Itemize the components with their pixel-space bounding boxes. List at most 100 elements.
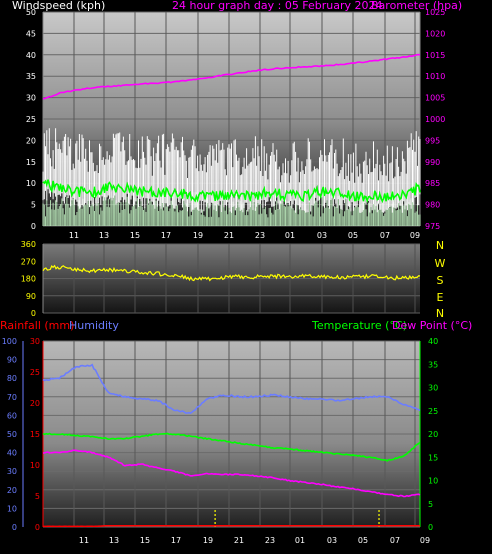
time-tick: 17 (161, 231, 171, 240)
compass-label: S (437, 274, 444, 287)
rain-tick: 5 (35, 492, 40, 501)
temperature-tick: 20 (428, 430, 438, 439)
climate-chart-grid (43, 340, 420, 528)
time-tick: 01 (295, 536, 305, 545)
rain-tick: 25 (30, 368, 40, 377)
gust-series (42, 128, 421, 213)
direction-tick: 270 (21, 257, 36, 266)
time-tick: 05 (348, 231, 358, 240)
temperature-tick: 5 (428, 500, 433, 509)
temperature-axis-title: Temperature (°C) (311, 319, 407, 332)
temperature-tick: 35 (428, 360, 438, 369)
windspeed-tick: 10 (26, 179, 36, 188)
wind-direction-series (42, 264, 421, 282)
dew-point-series (42, 449, 421, 498)
humidity-axis-title: Humidity (69, 319, 119, 332)
time-tick: 23 (265, 536, 275, 545)
windspeed-axis-title: Windspeed (kph) (12, 0, 105, 12)
windspeed-tick: 30 (26, 94, 36, 103)
barometer-tick: 1020 (425, 29, 445, 38)
time-tick: 07 (390, 536, 400, 545)
time-tick: 17 (171, 536, 181, 545)
temperature-tick: 40 (428, 337, 438, 346)
compass-label: E (437, 291, 444, 304)
compass-label: N (436, 307, 444, 320)
time-tick: 21 (224, 231, 234, 240)
time-tick: 23 (255, 231, 265, 240)
windspeed-tick: 5 (31, 201, 36, 210)
time-tick: 09 (420, 536, 430, 545)
direction-tick: 180 (21, 275, 36, 284)
wind-chart-axes: 0510152025303540455097598098599099510001… (26, 8, 446, 240)
direction-tick: 360 (21, 240, 36, 249)
humidity-tick: 30 (7, 467, 17, 476)
humidity-tick: 40 (7, 449, 17, 458)
time-tick: 15 (130, 231, 140, 240)
dew-point-axis-title: Dew Point (°C) (392, 319, 472, 332)
barometer-tick: 985 (425, 179, 440, 188)
rainfall-axis-title: Rainfall (mm) (0, 319, 74, 332)
humidity-tick: 80 (7, 374, 17, 383)
temperature-tick: 15 (428, 453, 438, 462)
time-tick: 15 (140, 536, 150, 545)
time-tick: 07 (380, 231, 390, 240)
time-tick: 03 (327, 536, 337, 545)
direction-chart-axes: 0 N 90 W 180 S 270 E 360 N (21, 239, 446, 320)
humidity-tick: 90 (7, 356, 17, 365)
humidity-tick: 60 (7, 411, 17, 420)
graph-title: 24 hour graph day : 05 February 2024 (172, 0, 383, 12)
rain-tick: 10 (30, 461, 40, 470)
climate-chart-axes: 0102030405060708090100051015202530051015… (2, 337, 438, 545)
barometer-series (42, 53, 421, 100)
average-wind-series (42, 179, 421, 204)
windspeed-tick: 25 (26, 115, 36, 124)
windspeed-tick: 15 (26, 158, 36, 167)
rain-tick: 20 (30, 399, 40, 408)
windspeed-tick: 45 (26, 29, 36, 38)
humidity-tick: 50 (7, 430, 17, 439)
time-tick: 03 (317, 231, 327, 240)
barometer-tick: 1025 (425, 8, 445, 17)
barometer-tick: 1005 (425, 94, 445, 103)
time-tick: 05 (358, 536, 368, 545)
time-tick: 19 (203, 536, 213, 545)
direction-chart-series (42, 264, 421, 282)
rain-tick: 0 (35, 523, 40, 532)
humidity-tick: 70 (7, 393, 17, 402)
wind-chart-series (42, 53, 421, 226)
barometer-tick: 980 (425, 201, 440, 210)
humidity-tick: 100 (2, 337, 17, 346)
humidity-series (42, 363, 421, 414)
temperature-tick: 10 (428, 477, 438, 486)
windspeed-tick: 35 (26, 72, 36, 81)
barometer-tick: 990 (425, 158, 440, 167)
time-tick: 11 (79, 536, 89, 545)
rain-tick: 30 (30, 337, 40, 346)
compass-label: N (436, 239, 444, 252)
time-tick: 13 (109, 536, 119, 545)
direction-chart-grid (43, 243, 420, 314)
temperature-series (42, 432, 421, 462)
temperature-tick: 25 (428, 407, 438, 416)
direction-tick: 0 (31, 309, 36, 318)
time-tick: 11 (69, 231, 79, 240)
time-tick: 19 (193, 231, 203, 240)
barometer-tick: 1015 (425, 51, 445, 60)
climate-chart-series (42, 363, 421, 528)
barometer-tick: 1010 (425, 72, 445, 81)
direction-tick: 90 (26, 292, 36, 301)
barometer-tick: 995 (425, 136, 440, 145)
windspeed-tick: 20 (26, 136, 36, 145)
humidity-tick: 20 (7, 486, 17, 495)
temperature-tick: 0 (428, 523, 433, 532)
time-tick: 09 (410, 231, 420, 240)
barometer-tick: 1000 (425, 115, 445, 124)
windspeed-tick: 50 (26, 8, 36, 17)
temperature-tick: 30 (428, 384, 438, 393)
barometer-tick: 975 (425, 222, 440, 231)
humidity-tick: 10 (7, 504, 17, 513)
barometer-axis-title: Barometer (hpa) (371, 0, 462, 12)
compass-label: W (435, 257, 446, 270)
